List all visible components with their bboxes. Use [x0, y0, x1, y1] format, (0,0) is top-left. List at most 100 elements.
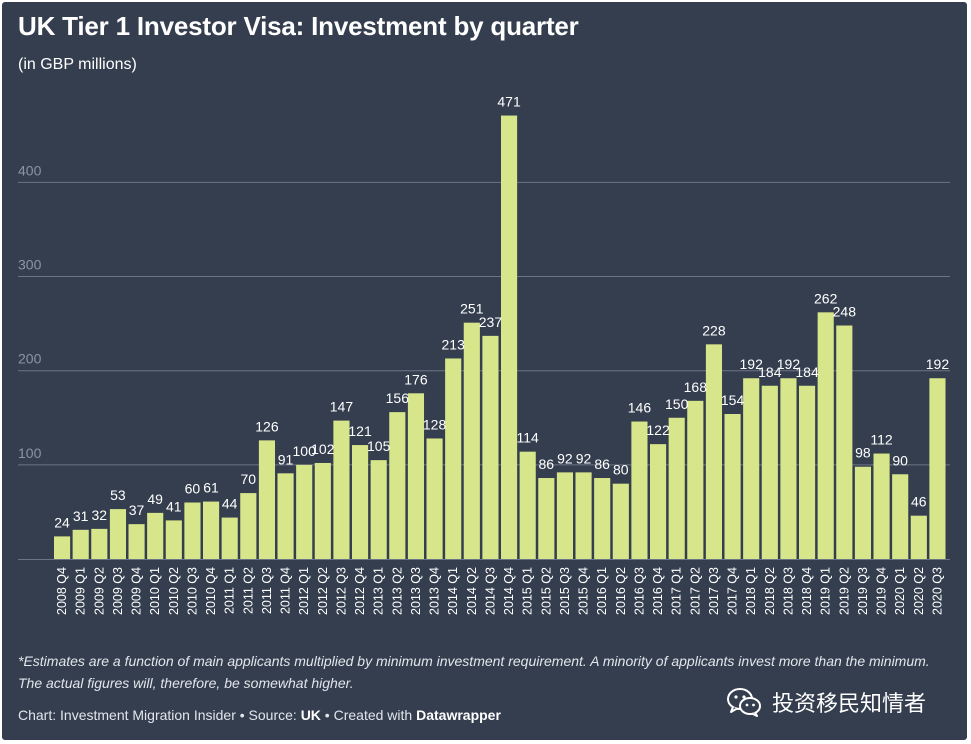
bar[interactable] — [147, 512, 164, 559]
x-tick-label: 2019 Q3 — [856, 567, 870, 615]
bar[interactable] — [817, 312, 834, 559]
bar[interactable] — [854, 466, 872, 559]
bar[interactable] — [314, 462, 331, 559]
y-tick-label: 200 — [18, 351, 42, 367]
x-tick-label: 2013 Q4 — [428, 567, 442, 615]
credit-source-link[interactable]: UK — [300, 707, 321, 723]
x-tick-label: 2012 Q1 — [297, 567, 311, 615]
bar[interactable] — [240, 493, 257, 559]
bar-value-label: 32 — [92, 507, 108, 523]
bar[interactable] — [426, 438, 443, 559]
bar[interactable] — [594, 478, 611, 559]
bar[interactable] — [687, 400, 704, 559]
x-tick-label: 2010 Q3 — [185, 567, 199, 615]
bar-value-label: 192 — [740, 356, 764, 372]
bar[interactable] — [165, 520, 182, 559]
bar[interactable] — [277, 473, 294, 559]
x-tick-label: 2008 Q4 — [55, 567, 69, 615]
bar-value-label: 156 — [386, 390, 410, 406]
bar[interactable] — [258, 440, 276, 559]
bar-value-label: 91 — [278, 451, 294, 467]
bar[interactable] — [463, 322, 480, 559]
bar-value-label: 46 — [911, 494, 927, 510]
bar[interactable] — [799, 385, 816, 559]
bar-value-label: 147 — [330, 399, 354, 415]
bar[interactable] — [54, 536, 71, 559]
bar[interactable] — [72, 529, 89, 559]
bar[interactable] — [184, 502, 201, 559]
x-tick-label: 2018 Q2 — [763, 567, 777, 615]
credit-mid: • Created with — [320, 707, 417, 723]
x-tick-label: 2014 Q2 — [465, 567, 479, 615]
bar[interactable] — [929, 378, 946, 559]
bar[interactable] — [333, 420, 350, 559]
bar-value-label: 126 — [255, 418, 279, 434]
x-tick-label: 2010 Q4 — [204, 567, 218, 615]
bar[interactable] — [705, 344, 723, 559]
x-tick-label: 2012 Q3 — [334, 567, 348, 615]
bar[interactable] — [873, 453, 890, 559]
x-tick-label: 2015 Q3 — [558, 567, 572, 615]
x-tick-label: 2013 Q2 — [390, 567, 404, 615]
watermark: 投资移民知情者 — [726, 687, 926, 717]
bar-value-label: 184 — [758, 364, 782, 380]
y-tick-label: 400 — [18, 162, 42, 178]
bar-value-label: 192 — [777, 356, 801, 372]
bar[interactable] — [538, 478, 555, 559]
bar-value-label: 49 — [147, 491, 163, 507]
chart-notes: *Estimates are a function of main applic… — [18, 653, 930, 691]
bar[interactable] — [780, 378, 797, 559]
bar-value-label: 98 — [855, 445, 871, 461]
bar[interactable] — [761, 385, 778, 559]
bar[interactable] — [556, 472, 574, 559]
credit-tool-link[interactable]: Datawrapper — [416, 707, 501, 723]
x-tick-label: 2017 Q2 — [688, 567, 702, 615]
bar[interactable] — [221, 517, 238, 559]
bar[interactable] — [650, 444, 667, 559]
x-tick-label: 2018 Q4 — [800, 567, 814, 615]
bar-value-label: 80 — [613, 462, 629, 478]
bar[interactable] — [445, 358, 462, 559]
bar[interactable] — [743, 378, 760, 559]
x-tick-label: 2016 Q3 — [632, 567, 646, 615]
bar[interactable] — [91, 528, 108, 559]
x-tick-label: 2018 Q3 — [781, 567, 795, 615]
bar[interactable] — [668, 417, 685, 559]
bar-value-label: 176 — [404, 371, 428, 387]
bar[interactable] — [612, 483, 629, 559]
bar-value-label: 154 — [721, 392, 745, 408]
bar-value-label: 192 — [926, 356, 950, 372]
bar[interactable] — [631, 421, 648, 559]
bar[interactable] — [352, 445, 369, 559]
bar[interactable] — [407, 393, 425, 559]
bar[interactable] — [501, 115, 518, 560]
x-tick-label: 2017 Q4 — [726, 567, 740, 615]
bar[interactable] — [389, 412, 406, 559]
bar[interactable] — [910, 515, 927, 559]
bar-value-label: 60 — [185, 481, 201, 497]
bar-value-label: 121 — [348, 423, 372, 439]
bar[interactable] — [109, 509, 127, 559]
bar[interactable] — [836, 325, 853, 559]
bar-value-label: 112 — [870, 432, 893, 448]
x-tick-label: 2019 Q4 — [875, 567, 889, 615]
bar-value-label: 24 — [54, 514, 70, 530]
bar[interactable] — [370, 460, 387, 559]
x-tick-label: 2009 Q2 — [92, 567, 106, 615]
x-tick-label: 2012 Q2 — [316, 567, 330, 615]
bar[interactable] — [296, 464, 313, 559]
x-tick-label: 2015 Q1 — [521, 567, 535, 615]
bar[interactable] — [519, 451, 536, 559]
y-tick-label: 300 — [18, 257, 42, 273]
bar[interactable] — [203, 501, 220, 559]
bar-value-label: 471 — [497, 94, 521, 110]
bar[interactable] — [128, 524, 145, 559]
bar[interactable] — [575, 472, 592, 559]
bar[interactable] — [892, 474, 909, 559]
x-tick-label: 2010 Q2 — [167, 567, 181, 615]
bar-value-label: 92 — [557, 450, 573, 466]
bar[interactable] — [724, 414, 741, 559]
bar[interactable] — [482, 335, 499, 559]
x-tick-label: 2016 Q1 — [595, 567, 609, 615]
